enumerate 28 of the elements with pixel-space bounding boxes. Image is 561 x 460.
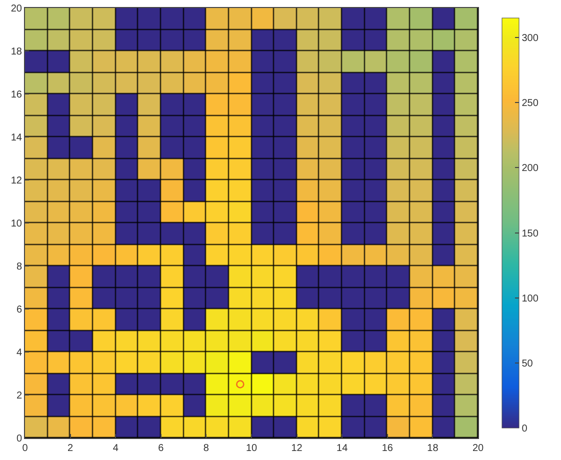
y-tick-label: 8: [16, 262, 22, 272]
color-bar-label: 300: [522, 33, 539, 44]
x-tick-label: 20: [472, 443, 484, 454]
color-bar-label: 200: [522, 163, 539, 174]
y-tick-label: 2: [16, 390, 22, 402]
y-tick-label: 14: [10, 132, 22, 144]
x-tick-label: 6: [158, 443, 164, 454]
x-tick-label: 16: [382, 443, 394, 454]
y-tick-label: 12: [10, 176, 22, 186]
x-tick-label: 4: [112, 443, 119, 454]
x-tick-label: 2: [68, 443, 74, 454]
y-tick-label: 20: [10, 4, 22, 14]
y-tick-label: 6: [16, 304, 22, 316]
x-tick-label: 8: [203, 443, 210, 454]
color-bar-label: 0: [522, 424, 528, 434]
x-tick-label: 14: [336, 443, 348, 454]
y-tick-label: 18: [10, 46, 22, 58]
color-bar-label: 50: [522, 358, 534, 370]
x-tick-label: 18: [427, 443, 439, 454]
y-tick-label: 0: [16, 434, 22, 444]
x-tick-label: 10: [246, 443, 258, 454]
color-bar-label: 150: [522, 228, 539, 240]
x-tick-label: 12: [291, 443, 303, 454]
color-bar-label: 250: [522, 98, 539, 110]
y-tick-label: 4: [16, 348, 22, 358]
y-tick-label: 10: [10, 218, 22, 230]
color-bar-label: 100: [522, 293, 539, 304]
y-tick-label: 16: [10, 90, 22, 100]
